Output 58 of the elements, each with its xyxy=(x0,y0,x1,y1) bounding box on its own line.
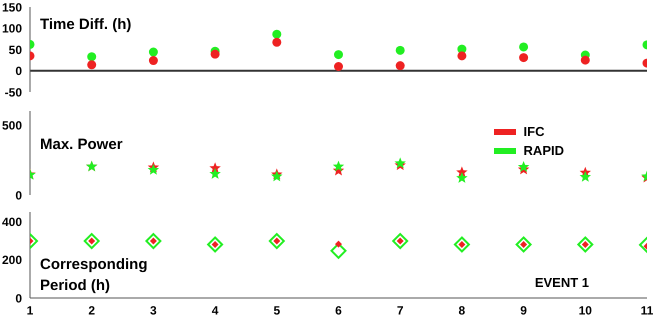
y-tick-label: 100 xyxy=(2,22,22,36)
point xyxy=(580,170,592,182)
point xyxy=(396,61,405,70)
point xyxy=(145,233,162,250)
point xyxy=(518,161,530,172)
point xyxy=(392,233,408,250)
point xyxy=(148,48,158,57)
point xyxy=(272,30,282,39)
point xyxy=(87,60,96,70)
point xyxy=(272,38,282,47)
point xyxy=(454,236,470,252)
x-tick-label: 9 xyxy=(520,304,528,318)
point xyxy=(577,236,594,252)
point xyxy=(335,240,342,248)
point xyxy=(332,160,344,172)
point xyxy=(210,50,220,59)
x-tick-label: 5 xyxy=(273,304,280,318)
y-tick-label: 0 xyxy=(15,64,22,78)
legend-label: RAPID xyxy=(524,143,564,158)
x-tick-label: 1 xyxy=(26,304,34,318)
y-tick-label: 50 xyxy=(8,42,22,57)
y-tick-label: 0 xyxy=(15,188,22,202)
x-tick-label: 7 xyxy=(396,304,404,318)
point xyxy=(519,53,528,62)
x-tick-label: 3 xyxy=(150,304,158,318)
point xyxy=(396,46,405,55)
point xyxy=(148,56,158,66)
x-tick-label: 6 xyxy=(335,304,342,318)
y-tick-label: 0 xyxy=(15,291,22,306)
y-tick-label: 500 xyxy=(2,118,22,132)
y-tick-label: -50 xyxy=(4,85,22,100)
point xyxy=(268,233,285,250)
point xyxy=(580,56,590,65)
point xyxy=(271,170,283,182)
point xyxy=(148,164,160,175)
point xyxy=(516,236,532,252)
x-tick-label: 11 xyxy=(640,304,654,318)
point xyxy=(84,233,100,250)
point xyxy=(334,62,343,71)
x-tick-label: 8 xyxy=(458,304,466,318)
point xyxy=(87,52,96,62)
point xyxy=(207,236,224,252)
point xyxy=(334,50,343,60)
x-tick-label: 4 xyxy=(212,304,219,318)
y-tick-label: 400 xyxy=(2,214,22,229)
text: Corresponding Period (h) xyxy=(40,255,148,296)
x-tick-label: 2 xyxy=(88,304,96,318)
point xyxy=(457,51,466,60)
point xyxy=(456,172,468,183)
y-tick-label: 200 xyxy=(2,253,22,268)
text: Time Diff. (h) xyxy=(40,15,132,35)
y-tick-label: 150 xyxy=(2,0,22,14)
point xyxy=(209,168,221,179)
x-tick-label: 10 xyxy=(578,304,592,318)
point xyxy=(519,42,528,52)
text: Max. Power xyxy=(40,135,124,155)
legend-label: IFC xyxy=(524,124,544,139)
annotation: EVENT 1 xyxy=(534,275,589,290)
